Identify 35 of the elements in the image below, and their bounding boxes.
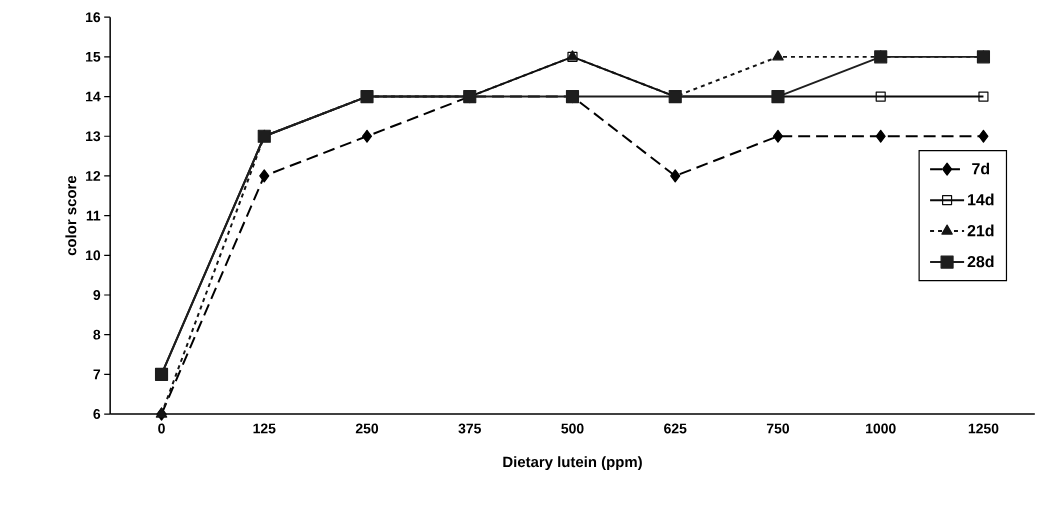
point bbox=[259, 169, 270, 183]
legend-label: 28d bbox=[967, 255, 994, 268]
point bbox=[978, 91, 989, 102]
point bbox=[875, 129, 886, 143]
y-tick-label: 8 bbox=[93, 329, 101, 340]
x-tick-label: 375 bbox=[458, 423, 481, 434]
x-tick-label: 500 bbox=[561, 423, 584, 434]
y-tick-label: 7 bbox=[93, 369, 101, 380]
y-tick-label: 15 bbox=[86, 51, 101, 62]
legend-label: 21d bbox=[967, 224, 994, 237]
point bbox=[670, 169, 681, 183]
x-tick-label: 250 bbox=[355, 423, 379, 434]
point bbox=[978, 129, 989, 143]
y-tick-label: 12 bbox=[86, 170, 101, 181]
y-tick-label: 11 bbox=[86, 210, 101, 221]
point bbox=[772, 50, 784, 61]
y-tick-label: 6 bbox=[93, 409, 101, 419]
y-tick-label: 16 bbox=[86, 12, 101, 23]
x-tick-label: 625 bbox=[664, 423, 687, 434]
x-axis-title: Dietary lutein (ppm) bbox=[503, 456, 642, 471]
point bbox=[772, 129, 784, 143]
y-tick-label: 9 bbox=[93, 289, 101, 300]
y-tick-label: 14 bbox=[86, 91, 101, 102]
x-tick-label: 1250 bbox=[968, 423, 999, 434]
legend-label: 7d bbox=[972, 162, 990, 175]
y-tick-label: 13 bbox=[86, 131, 101, 142]
legend-label: 14d bbox=[968, 193, 994, 206]
x-tick-label: 0 bbox=[158, 423, 165, 434]
y-tick-label: 10 bbox=[86, 250, 101, 261]
point bbox=[875, 91, 886, 102]
x-tick-label: 750 bbox=[766, 423, 790, 434]
y-axis-title: color score bbox=[65, 175, 77, 256]
x-tick-label: 1000 bbox=[866, 423, 896, 434]
x-tick-label: 125 bbox=[253, 423, 276, 434]
point bbox=[361, 129, 373, 143]
